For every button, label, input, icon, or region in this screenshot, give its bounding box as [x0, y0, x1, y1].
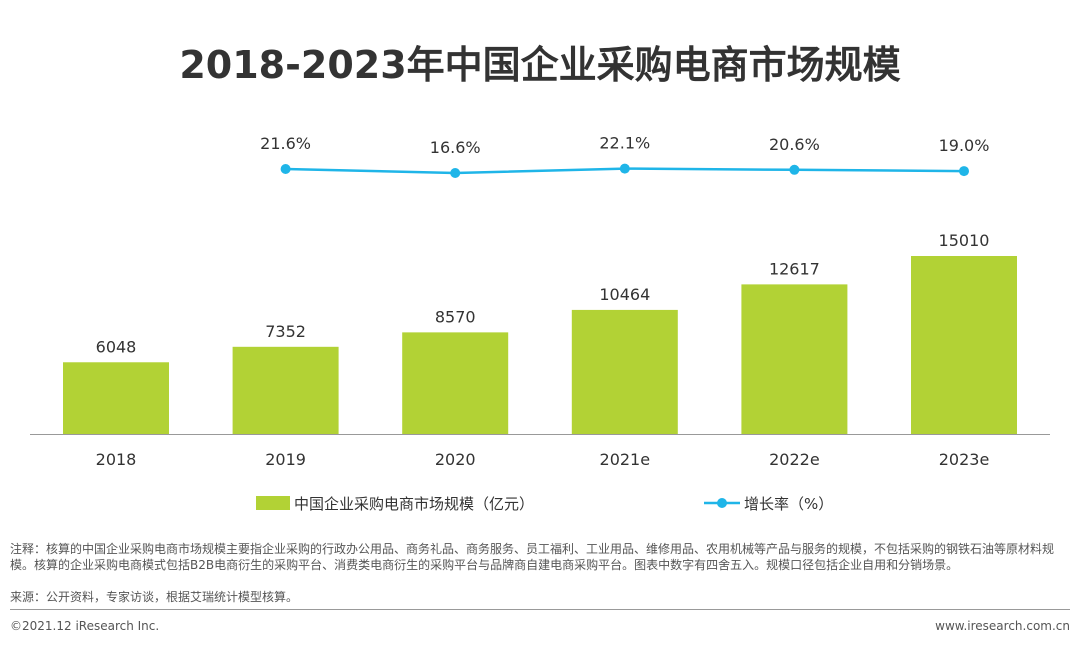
growth-point	[619, 163, 630, 174]
copyright: ©2021.12 iResearch Inc.	[10, 619, 160, 633]
growth-point	[450, 168, 461, 178]
source-text: 来源：公开资料，专家访谈，根据艾瑞统计模型核算。	[10, 590, 299, 604]
bar	[741, 284, 848, 434]
divider	[10, 609, 1070, 610]
bar	[402, 332, 509, 434]
growth-label: 20.6%	[769, 135, 820, 154]
bar-value-label: 15010	[939, 231, 990, 250]
bar-value-label: 12617	[769, 259, 820, 278]
bar-value-label: 6048	[96, 337, 137, 356]
bar	[911, 256, 1017, 434]
x-tick-label: 2019	[265, 450, 306, 469]
growth-label: 19.0%	[939, 136, 990, 155]
chart-title: 2018-2023年中国企业采购电商市场规模	[179, 43, 901, 87]
x-tick-label: 2023e	[939, 450, 990, 469]
growth-point	[280, 164, 291, 174]
x-tick-label: 2022e	[769, 450, 820, 469]
legend-bar-swatch	[256, 496, 290, 510]
x-tick-label: 2020	[435, 450, 476, 469]
legend-line-label: 增长率（%）	[744, 495, 833, 513]
bar-value-label: 7352	[265, 322, 306, 341]
note-text: 注释：核算的中国企业采购电商市场规模主要指企业采购的行政办公用品、商务礼品、商务…	[10, 542, 1055, 572]
bar-value-label: 10464	[599, 285, 650, 304]
growth-point	[789, 164, 800, 175]
x-tick-label: 2021e	[600, 450, 651, 469]
bar-value-label: 8570	[435, 307, 476, 326]
growth-point	[959, 166, 969, 177]
bar	[63, 362, 169, 434]
x-tick-label: 2018	[96, 450, 137, 469]
legend-line-marker	[717, 498, 727, 508]
growth-label: 22.1%	[599, 134, 650, 153]
bar	[571, 309, 678, 434]
growth-label: 16.6%	[430, 138, 481, 157]
bar	[232, 346, 339, 434]
legend-bar-label: 中国企业采购电商市场规模（亿元）	[294, 495, 534, 513]
growth-label: 21.6%	[260, 134, 311, 153]
website-url: www.iresearch.com.cn	[935, 619, 1070, 633]
